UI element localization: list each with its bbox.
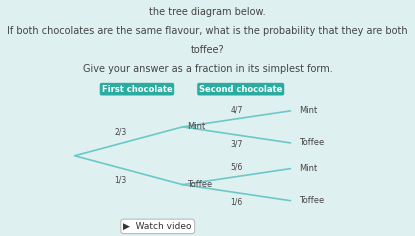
Text: the tree diagram below.: the tree diagram below. (149, 7, 266, 17)
Text: 3/7: 3/7 (230, 140, 243, 149)
Text: 2/3: 2/3 (114, 127, 127, 136)
Text: ▶  Watch video: ▶ Watch video (123, 222, 192, 231)
Text: Toffee: Toffee (299, 139, 324, 148)
Text: 1/3: 1/3 (114, 175, 127, 184)
Text: If both chocolates are the same flavour, what is the probability that they are b: If both chocolates are the same flavour,… (7, 26, 408, 36)
Text: Second chocolate: Second chocolate (199, 85, 282, 94)
Text: First chocolate: First chocolate (102, 85, 172, 94)
Text: 5/6: 5/6 (230, 163, 243, 172)
Text: Mint: Mint (187, 122, 205, 131)
Text: 4/7: 4/7 (230, 105, 243, 114)
Text: Toffee: Toffee (187, 180, 212, 189)
Text: Mint: Mint (299, 164, 317, 173)
Text: toffee?: toffee? (190, 45, 225, 55)
Text: 1/6: 1/6 (230, 198, 243, 206)
Text: Mint: Mint (299, 106, 317, 115)
Text: Toffee: Toffee (299, 196, 324, 205)
Text: Give your answer as a fraction in its simplest form.: Give your answer as a fraction in its si… (83, 64, 332, 74)
